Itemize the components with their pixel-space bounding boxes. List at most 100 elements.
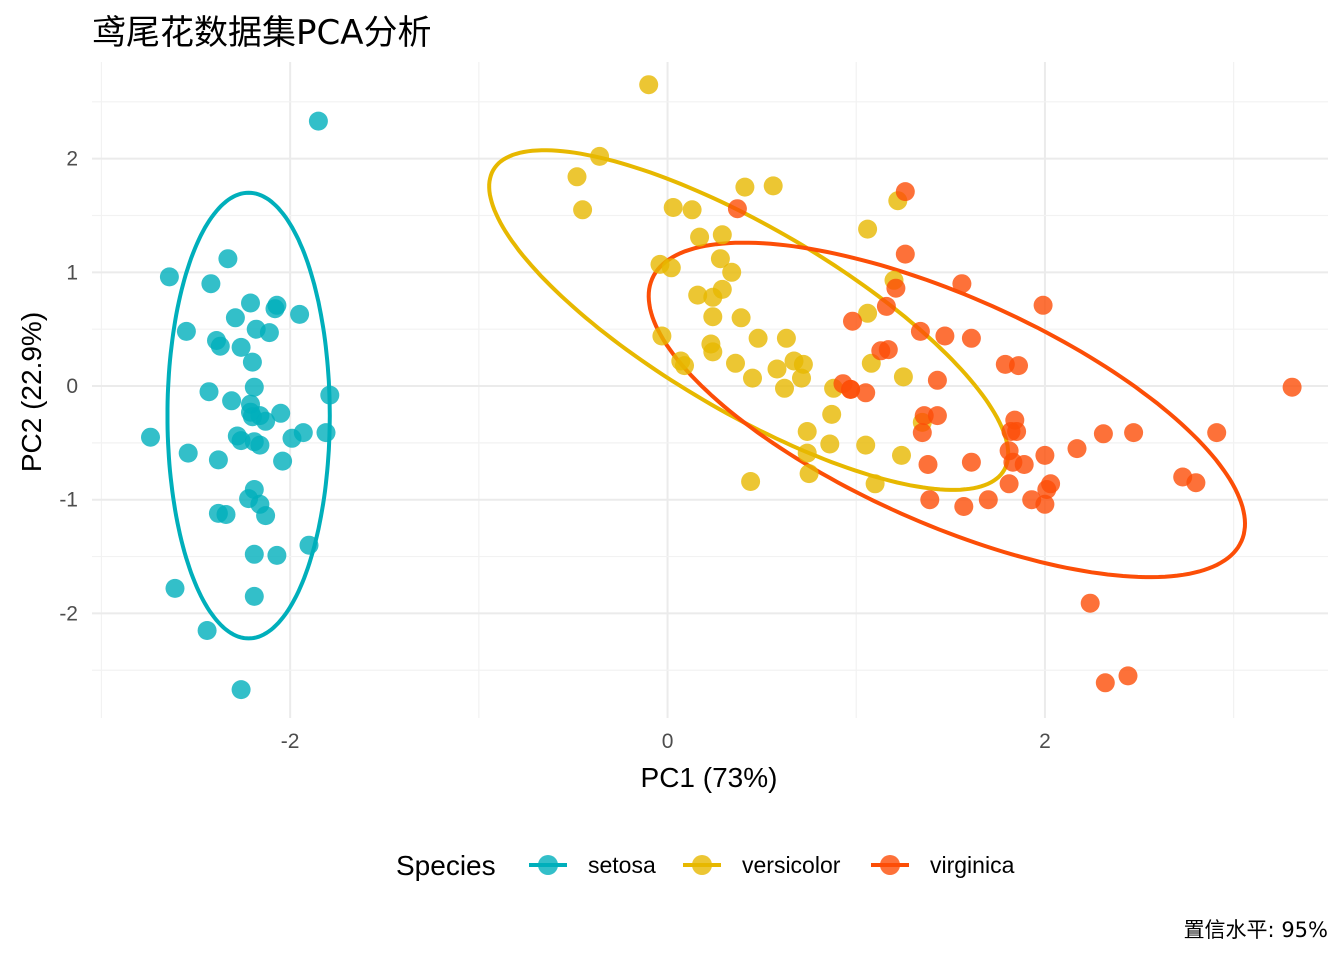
point-versicolor — [776, 328, 796, 348]
point-versicolor — [767, 359, 787, 379]
ellipse-setosa — [165, 190, 332, 641]
point-versicolor — [712, 225, 732, 245]
point-setosa — [176, 321, 196, 341]
point-versicolor — [741, 472, 761, 491]
point-setosa — [316, 423, 336, 443]
point-virginica — [920, 490, 940, 510]
point-virginica — [1037, 480, 1057, 499]
point-versicolor — [799, 464, 819, 484]
point-virginica — [1009, 356, 1028, 376]
point-setosa — [241, 293, 260, 313]
point-setosa — [320, 385, 340, 405]
point-setosa — [216, 505, 236, 524]
y-tick-label: 0 — [66, 375, 78, 398]
point-setosa — [201, 274, 221, 294]
point-versicolor — [710, 249, 730, 269]
point-setosa — [290, 304, 310, 324]
point-setosa — [308, 111, 328, 131]
y-tick-label: -2 — [59, 602, 78, 625]
point-setosa — [231, 680, 251, 700]
point-setosa — [159, 267, 179, 287]
point-setosa — [199, 382, 219, 402]
point-virginica — [918, 455, 938, 474]
caption: 置信水平: 95% — [1184, 918, 1328, 942]
point-setosa — [141, 427, 160, 447]
data-points — [141, 75, 1302, 700]
chart-title: 鸢尾花数据集PCA分析 — [92, 13, 432, 53]
x-tick-label: 0 — [662, 730, 674, 753]
point-versicolor — [682, 200, 702, 220]
y-axis-label: PC2 (22.9%) — [16, 312, 47, 472]
point-virginica — [961, 452, 981, 472]
point-versicolor — [652, 326, 672, 346]
point-setosa — [250, 435, 270, 455]
point-setosa — [231, 337, 251, 357]
point-versicolor — [661, 258, 681, 278]
point-versicolor — [567, 167, 587, 187]
point-virginica — [954, 497, 974, 516]
y-tick-label: 2 — [66, 148, 78, 171]
y-tick-label: 1 — [66, 261, 78, 284]
point-virginica — [856, 383, 876, 403]
point-versicolor — [893, 367, 913, 387]
point-virginica — [895, 244, 915, 264]
point-versicolor — [858, 219, 878, 239]
point-setosa — [256, 506, 276, 526]
y-tick-label: -1 — [59, 489, 78, 512]
legend-label-virginica: virginica — [930, 852, 1015, 878]
point-virginica — [1282, 377, 1302, 397]
point-setosa — [282, 428, 302, 448]
point-versicolor — [858, 303, 878, 323]
point-versicolor — [743, 368, 762, 388]
point-virginica — [912, 423, 932, 443]
point-versicolor — [722, 262, 742, 282]
point-versicolor — [797, 422, 817, 441]
point-setosa — [222, 391, 242, 411]
point-versicolor — [590, 146, 610, 166]
point-setosa — [218, 249, 238, 269]
point-virginica — [841, 379, 861, 399]
point-setosa — [271, 403, 291, 423]
point-versicolor — [663, 198, 683, 217]
legend-key-point-virginica — [880, 855, 900, 875]
legend-key-point-setosa — [538, 855, 558, 875]
axis-ticks: -2 0 2 -2 -1 0 1 2 — [59, 148, 1050, 753]
point-virginica — [895, 182, 915, 202]
point-versicolor — [726, 353, 745, 373]
point-versicolor — [703, 342, 723, 362]
point-setosa — [273, 451, 293, 471]
legend-key-point-versicolor — [692, 855, 712, 875]
ellipse-virginica — [646, 240, 1248, 580]
point-virginica — [876, 296, 896, 316]
point-virginica — [910, 321, 930, 341]
x-tick-label: -2 — [281, 730, 300, 753]
point-virginica — [1067, 439, 1087, 459]
point-versicolor — [797, 443, 817, 463]
point-setosa — [265, 299, 285, 319]
x-axis-label: PC1 (73%) — [641, 762, 778, 793]
point-setosa — [267, 545, 287, 565]
point-virginica — [878, 340, 898, 360]
point-versicolor — [763, 176, 783, 196]
point-virginica — [935, 326, 955, 346]
point-versicolor — [865, 474, 885, 494]
point-versicolor — [712, 279, 732, 299]
point-versicolor — [856, 435, 876, 455]
point-virginica — [999, 474, 1019, 494]
point-virginica — [1207, 423, 1227, 443]
point-virginica — [1033, 295, 1053, 315]
legend-title: Species — [396, 850, 496, 881]
point-versicolor — [748, 328, 768, 348]
point-setosa — [165, 578, 185, 598]
ellipse-versicolor — [487, 148, 1011, 492]
point-versicolor — [690, 227, 710, 247]
point-setosa — [259, 323, 279, 343]
point-virginica — [961, 328, 981, 348]
point-versicolor — [735, 177, 755, 197]
point-setosa — [244, 544, 264, 564]
legend: Species setosa versicolor virginica — [396, 850, 1015, 881]
point-setosa — [299, 535, 319, 555]
point-setosa — [197, 621, 217, 640]
point-versicolor — [792, 368, 811, 388]
point-virginica — [1118, 666, 1138, 686]
